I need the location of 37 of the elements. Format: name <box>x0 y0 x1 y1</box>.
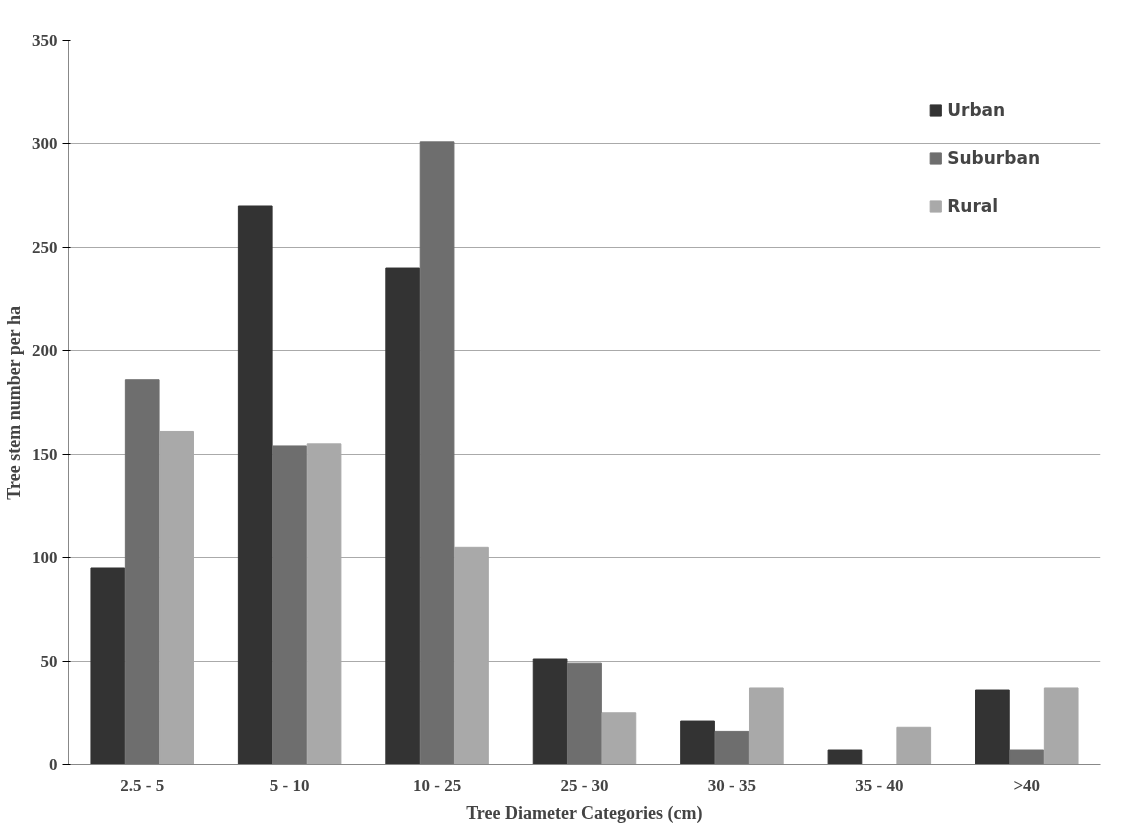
x-tick-label: 25 - 30 <box>560 775 609 795</box>
bar <box>237 205 273 765</box>
x-tick-label: 2.5 - 5 <box>120 775 165 795</box>
y-tick-label: 350 <box>32 31 58 50</box>
bar <box>680 720 715 765</box>
y-tick-label: 50 <box>40 651 58 671</box>
x-axis-title: Tree Diameter Categories (cm) <box>466 802 703 824</box>
legend-label: Suburban <box>947 148 1040 168</box>
y-tick-label: 200 <box>32 341 58 361</box>
bar <box>1009 749 1045 765</box>
x-tick-label: 5 - 10 <box>269 775 310 795</box>
legend-label: Urban <box>947 100 1006 120</box>
bar <box>975 689 1010 765</box>
bar <box>124 379 160 765</box>
bar <box>714 730 750 765</box>
bar <box>1043 687 1079 765</box>
bar <box>827 749 863 765</box>
x-tick-label: 35 - 40 <box>855 775 904 795</box>
bar <box>896 726 932 765</box>
bar <box>272 445 307 765</box>
x-tick-label: 10 - 25 <box>412 775 462 795</box>
y-tick-label: 150 <box>32 444 58 464</box>
bar <box>532 658 568 765</box>
y-axis-title: Tree stem number per ha <box>4 305 24 500</box>
x-tick-label: >40 <box>1013 775 1041 795</box>
bar <box>419 141 455 765</box>
bar <box>90 567 126 765</box>
bar <box>567 662 602 765</box>
bar <box>601 712 637 765</box>
y-tick-label: 250 <box>32 237 58 257</box>
bar <box>385 267 421 765</box>
legend-label: Rural <box>947 196 999 216</box>
y-tick-label: 300 <box>32 134 58 154</box>
x-tick-label: 30 - 35 <box>707 775 757 795</box>
y-tick-label: 0 <box>49 755 58 774</box>
bar <box>748 687 784 765</box>
y-tick-label: 100 <box>32 548 58 568</box>
